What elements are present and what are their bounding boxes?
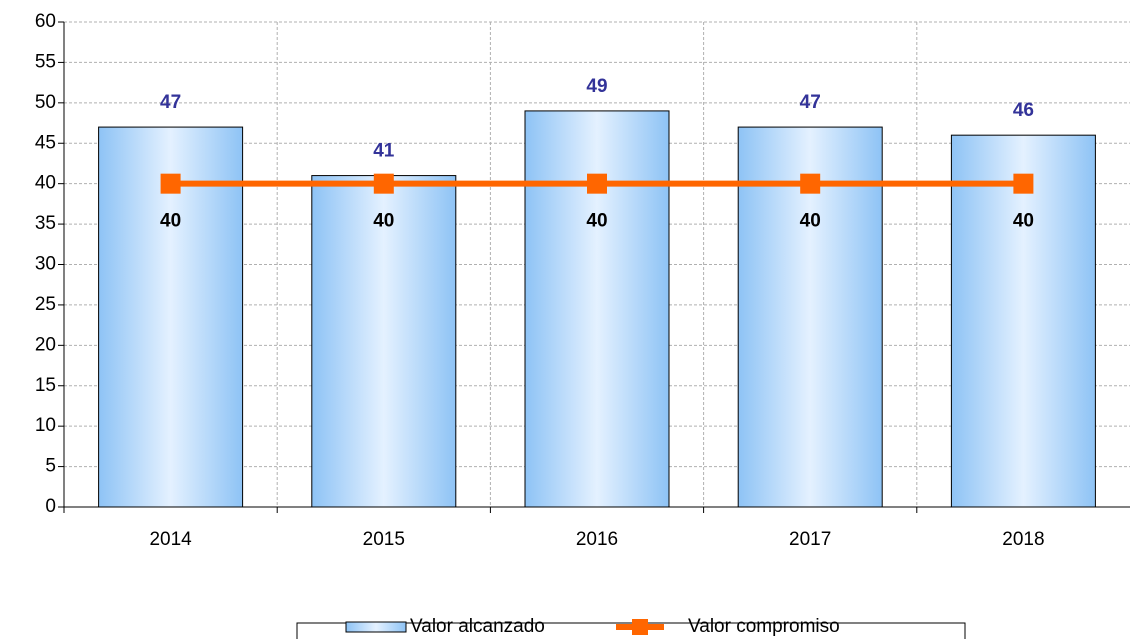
y-tick-label: 25 [35, 294, 56, 315]
y-tick-label: 5 [45, 456, 56, 477]
line-value-label: 40 [1013, 211, 1034, 232]
y-tick-label: 40 [35, 173, 56, 194]
line-value-label: 40 [160, 211, 181, 232]
x-tick-label: 2016 [576, 529, 618, 550]
y-tick-label: 20 [35, 334, 56, 355]
line-marker [373, 173, 394, 194]
line-marker [587, 173, 607, 194]
y-tick-label: 55 [35, 51, 56, 72]
y-tick-label: 50 [35, 92, 56, 113]
bar-value-label: 47 [160, 92, 181, 113]
legend-box [296, 622, 966, 639]
y-tick-label: 45 [35, 132, 56, 153]
x-tick-label: 2014 [149, 529, 192, 550]
line-marker [800, 173, 821, 194]
y-tick-label: 60 [35, 11, 56, 32]
x-tick-label: 2015 [363, 529, 405, 550]
legend-marker [632, 619, 648, 635]
legend: Valor alcanzado Valor compromiso [296, 616, 966, 639]
legend-swatch [345, 621, 407, 633]
bar [311, 175, 457, 508]
y-tick-label: 15 [35, 375, 56, 396]
y-tick-label: 30 [35, 254, 56, 275]
x-tick-label: 2018 [1002, 529, 1044, 550]
bar-value-label: 46 [1013, 100, 1034, 121]
line-value-label: 40 [586, 211, 607, 232]
legend-label: Valor alcanzado [410, 616, 545, 637]
bar [524, 110, 670, 508]
x-tick-label: 2017 [789, 529, 831, 550]
legend-label: Valor compromiso [688, 616, 840, 637]
y-tick-label: 0 [45, 496, 56, 517]
line-value-label: 40 [373, 211, 394, 232]
bar [950, 134, 1096, 508]
bar-value-label: 47 [800, 92, 821, 113]
line-marker [1013, 173, 1034, 194]
line-marker [160, 173, 181, 194]
bar-value-label: 49 [586, 76, 607, 97]
line-value-label: 40 [800, 211, 821, 232]
y-tick-label: 10 [35, 415, 56, 436]
y-tick-label: 35 [35, 213, 56, 234]
bar-value-label: 41 [373, 141, 395, 162]
